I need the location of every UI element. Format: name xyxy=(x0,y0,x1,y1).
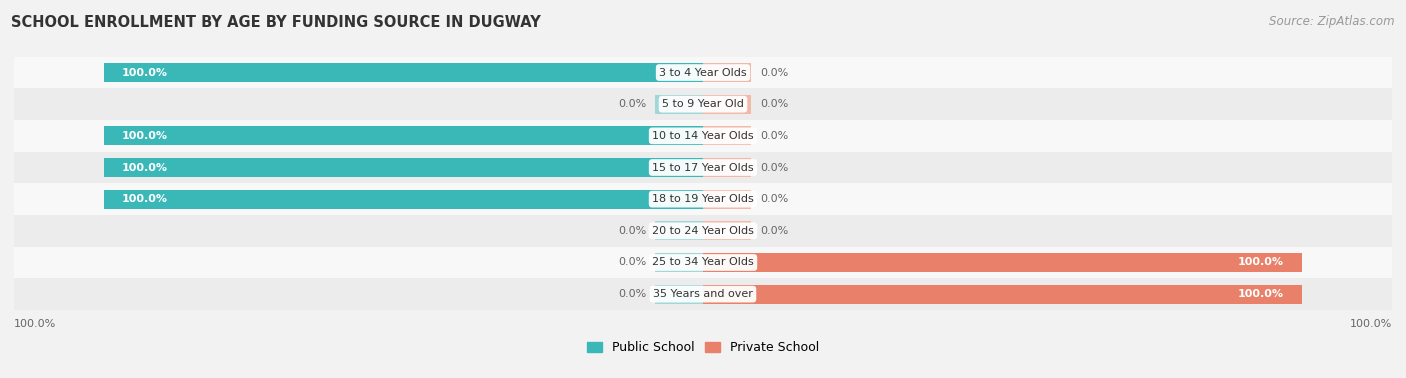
Bar xyxy=(14,183,1392,215)
Bar xyxy=(14,246,1392,278)
Text: 25 to 34 Year Olds: 25 to 34 Year Olds xyxy=(652,257,754,268)
Bar xyxy=(703,126,751,146)
Text: 100.0%: 100.0% xyxy=(1350,319,1392,329)
Text: SCHOOL ENROLLMENT BY AGE BY FUNDING SOURCE IN DUGWAY: SCHOOL ENROLLMENT BY AGE BY FUNDING SOUR… xyxy=(11,15,541,30)
Bar xyxy=(14,152,1392,183)
Bar xyxy=(14,88,1392,120)
Bar xyxy=(703,63,751,82)
Bar xyxy=(14,120,1392,152)
Bar xyxy=(655,285,703,304)
Bar xyxy=(655,253,703,272)
Text: 100.0%: 100.0% xyxy=(122,68,167,77)
Bar xyxy=(14,57,1392,88)
Text: 0.0%: 0.0% xyxy=(759,226,789,236)
Text: 35 Years and over: 35 Years and over xyxy=(652,289,754,299)
Bar xyxy=(703,94,751,114)
Text: 100.0%: 100.0% xyxy=(122,194,167,204)
Text: 0.0%: 0.0% xyxy=(759,163,789,172)
Text: 0.0%: 0.0% xyxy=(617,99,647,109)
Bar xyxy=(703,285,1302,304)
Bar xyxy=(703,190,751,209)
Text: 18 to 19 Year Olds: 18 to 19 Year Olds xyxy=(652,194,754,204)
Bar xyxy=(104,158,703,177)
Bar xyxy=(655,221,703,240)
Text: Source: ZipAtlas.com: Source: ZipAtlas.com xyxy=(1270,15,1395,28)
Text: 10 to 14 Year Olds: 10 to 14 Year Olds xyxy=(652,131,754,141)
Text: 0.0%: 0.0% xyxy=(617,289,647,299)
Text: 15 to 17 Year Olds: 15 to 17 Year Olds xyxy=(652,163,754,172)
Text: 0.0%: 0.0% xyxy=(759,131,789,141)
Bar xyxy=(703,158,751,177)
Bar xyxy=(14,278,1392,310)
Bar xyxy=(14,215,1392,246)
Text: 100.0%: 100.0% xyxy=(1239,289,1284,299)
Text: 100.0%: 100.0% xyxy=(122,131,167,141)
Text: 100.0%: 100.0% xyxy=(14,319,56,329)
Text: 5 to 9 Year Old: 5 to 9 Year Old xyxy=(662,99,744,109)
Bar xyxy=(655,94,703,114)
Text: 20 to 24 Year Olds: 20 to 24 Year Olds xyxy=(652,226,754,236)
Text: 100.0%: 100.0% xyxy=(1239,257,1284,268)
Text: 0.0%: 0.0% xyxy=(759,68,789,77)
Bar xyxy=(703,221,751,240)
Text: 100.0%: 100.0% xyxy=(122,163,167,172)
Text: 0.0%: 0.0% xyxy=(617,226,647,236)
Bar xyxy=(703,253,1302,272)
Bar xyxy=(104,63,703,82)
Text: 0.0%: 0.0% xyxy=(759,194,789,204)
Text: 3 to 4 Year Olds: 3 to 4 Year Olds xyxy=(659,68,747,77)
Legend: Public School, Private School: Public School, Private School xyxy=(582,336,824,359)
Bar xyxy=(104,126,703,146)
Text: 0.0%: 0.0% xyxy=(759,99,789,109)
Text: 0.0%: 0.0% xyxy=(617,257,647,268)
Bar xyxy=(104,190,703,209)
